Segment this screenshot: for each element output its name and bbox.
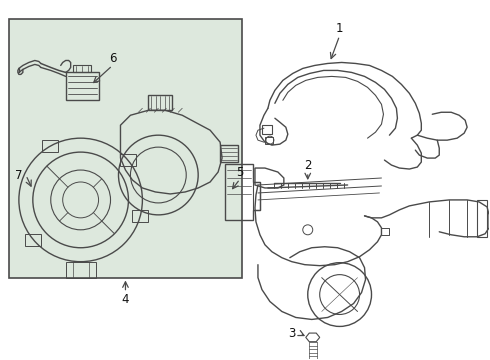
Bar [9,19,242,278]
Text: 7: 7 [15,168,23,181]
Bar [265,137,273,144]
Text: 4: 4 [122,293,129,306]
Text: 2: 2 [304,158,312,172]
Text: 5: 5 [236,166,244,179]
Bar [262,125,272,134]
Text: 1: 1 [336,22,343,35]
Text: 3: 3 [288,327,295,340]
Text: 6: 6 [109,52,116,65]
